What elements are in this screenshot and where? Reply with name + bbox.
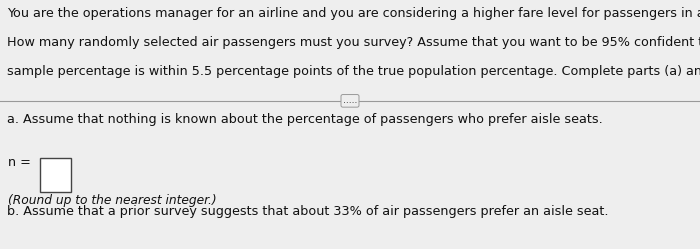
Text: You are the operations manager for an airline and you are considering a higher f: You are the operations manager for an ai… xyxy=(7,7,700,20)
Text: a. Assume that nothing is known about the percentage of passengers who prefer ai: a. Assume that nothing is known about th… xyxy=(7,113,603,126)
Text: b. Assume that a prior survey suggests that about 33% of air passengers prefer a: b. Assume that a prior survey suggests t… xyxy=(7,205,608,218)
FancyBboxPatch shape xyxy=(40,158,71,192)
Text: n =: n = xyxy=(8,248,32,249)
Text: n =: n = xyxy=(8,156,32,169)
Text: How many randomly selected air passengers must you survey? Assume that you want : How many randomly selected air passenger… xyxy=(7,36,700,49)
Text: sample percentage is within 5.5 percentage points of the true population percent: sample percentage is within 5.5 percenta… xyxy=(7,65,700,78)
Text: .....: ..... xyxy=(343,96,357,105)
Text: (Round up to the nearest integer.): (Round up to the nearest integer.) xyxy=(8,194,217,207)
